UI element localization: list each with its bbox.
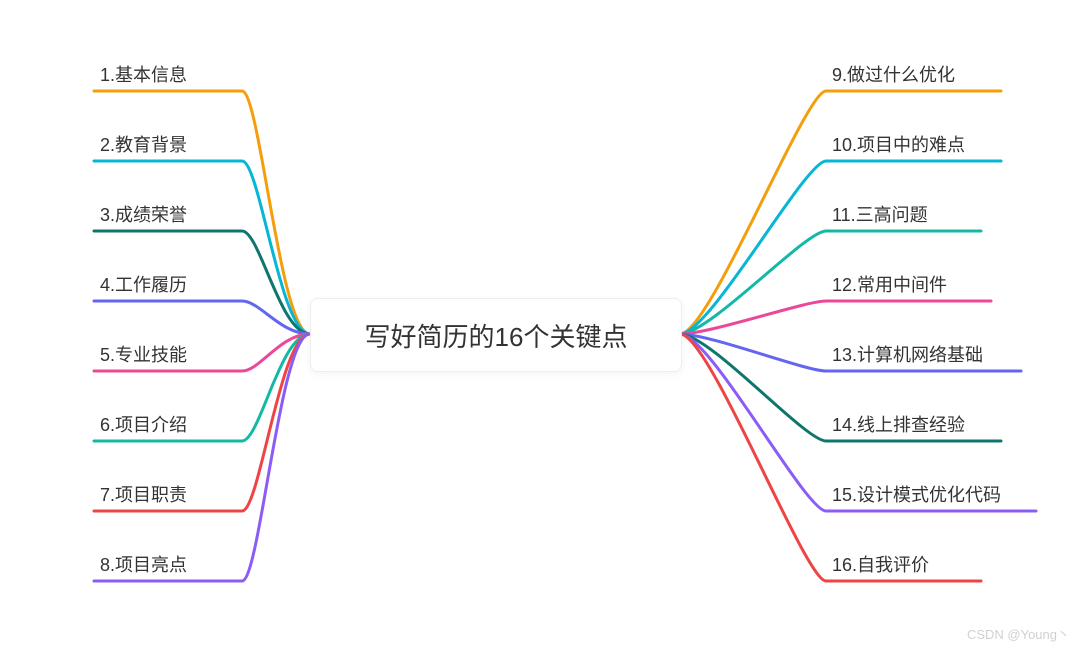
leaf-node: 13.计算机网络基础 xyxy=(832,341,983,367)
leaf-node: 9.做过什么优化 xyxy=(832,61,955,87)
center-label: 写好简历的16个关键点 xyxy=(365,317,628,354)
leaf-node: 1.基本信息 xyxy=(100,61,187,87)
leaf-node: 10.项目中的难点 xyxy=(832,131,965,157)
leaf-node: 3.成绩荣誉 xyxy=(100,201,187,227)
branch-edge xyxy=(680,161,1001,334)
leaf-node: 12.常用中间件 xyxy=(832,271,947,297)
leaf-node: 5.专业技能 xyxy=(100,341,187,367)
leaf-node: 8.项目亮点 xyxy=(100,551,187,577)
leaf-node: 16.自我评价 xyxy=(832,551,929,577)
branch-edge xyxy=(94,301,310,334)
leaf-node: 14.线上排查经验 xyxy=(832,411,965,437)
leaf-node: 7.项目职责 xyxy=(100,481,187,507)
watermark: CSDN @Young丶 xyxy=(967,624,1070,643)
center-node: 写好简历的16个关键点 xyxy=(310,298,682,372)
leaf-node: 6.项目介绍 xyxy=(100,411,187,437)
leaf-node: 11.三高问题 xyxy=(832,201,928,227)
leaf-node: 4.工作履历 xyxy=(100,271,187,297)
leaf-node: 2.教育背景 xyxy=(100,131,187,157)
leaf-node: 15.设计模式优化代码 xyxy=(832,481,1001,507)
